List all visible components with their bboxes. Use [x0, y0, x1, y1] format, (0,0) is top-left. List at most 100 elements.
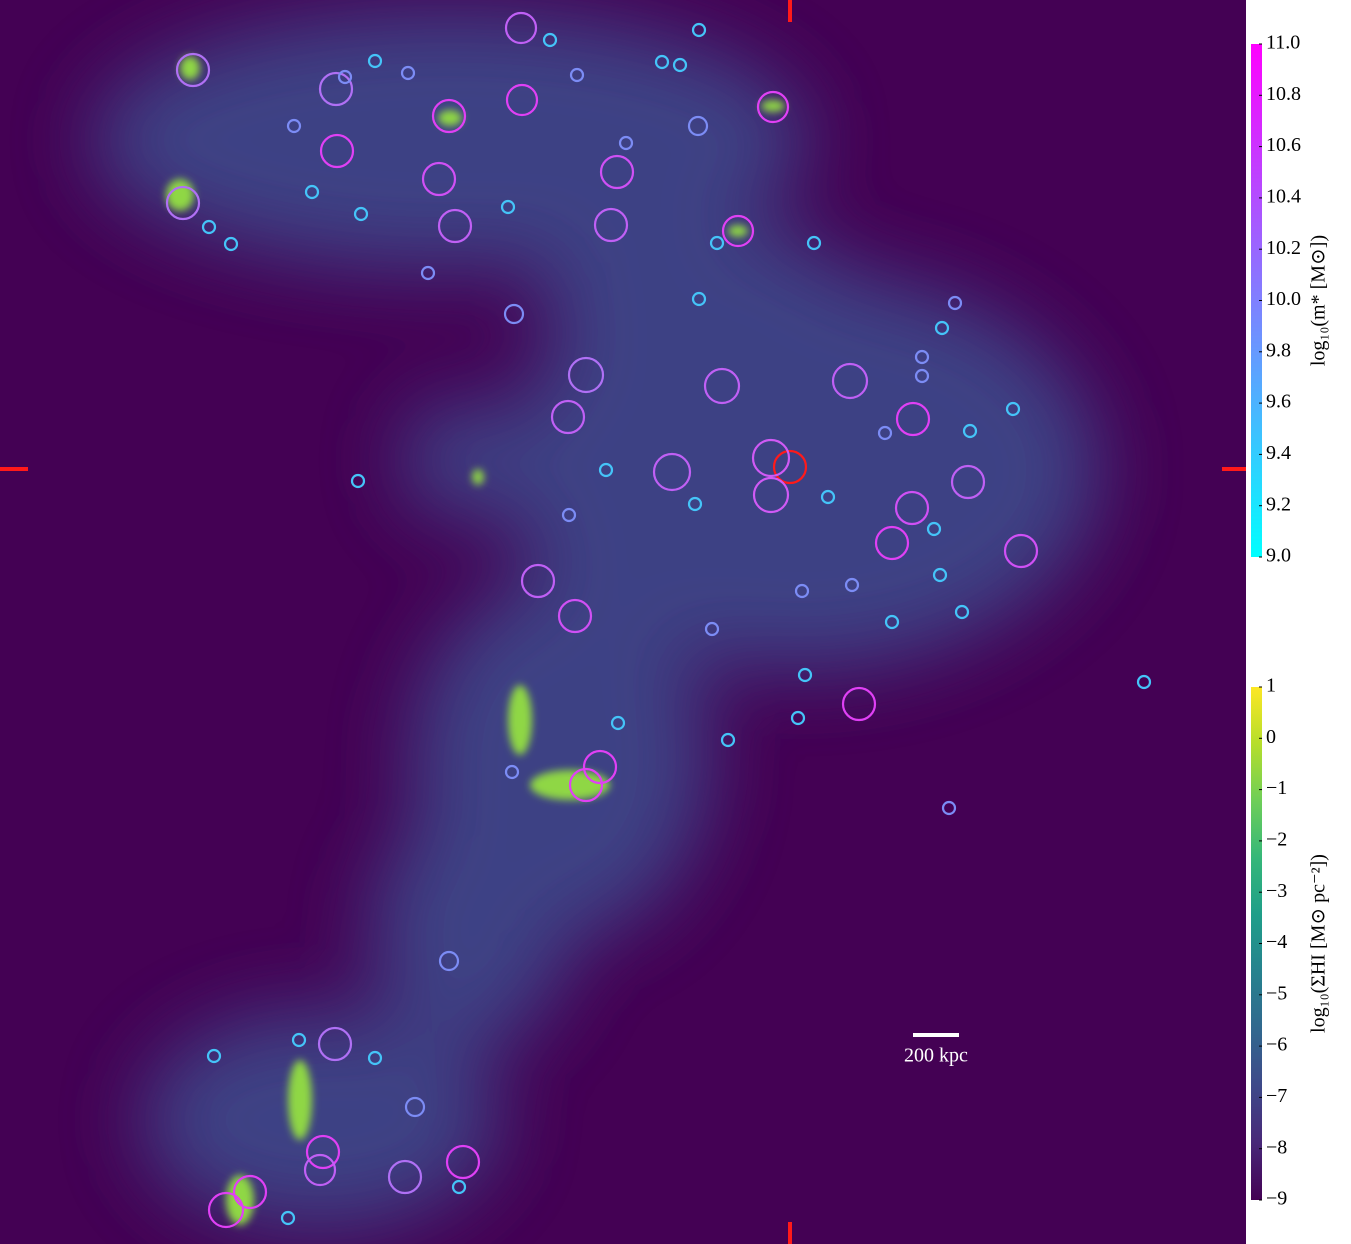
halo-marker [431, 98, 467, 134]
halo-marker [445, 1144, 481, 1180]
halo-marker [914, 349, 930, 365]
halo-marker [790, 710, 806, 726]
gas-distribution [90, 10, 1100, 1230]
halo-marker [420, 265, 436, 281]
colorbar-tick-label: 10.8 [1266, 83, 1301, 105]
halo-marker [337, 69, 353, 85]
colorbar-tick-label: 11.0 [1266, 32, 1300, 54]
colorbar-tick-label: 9.0 [1266, 545, 1291, 567]
halo-marker [691, 22, 707, 38]
halo-marker [165, 185, 201, 221]
halo-marker [319, 133, 355, 169]
colorbar: 9.0 9.2 9.4 9.6 9.8 10.0 10.2 10.4 10.6 10.8 11.0 l… [1251, 32, 1330, 567]
halo-marker [772, 449, 808, 485]
colorbar-tick-label: 10.2 [1266, 237, 1301, 259]
halo-marker [520, 563, 556, 599]
colorbar-tick-label: 1 [1266, 675, 1276, 697]
colorbar-tick-label: −5 [1266, 982, 1287, 1004]
halo-marker [934, 320, 950, 336]
colorbar-gradient [1251, 687, 1262, 1200]
halo-marker [504, 11, 538, 45]
halo-marker [874, 525, 910, 561]
hi-clump [438, 110, 462, 126]
halo-marker [687, 115, 709, 137]
halo-marker [593, 207, 629, 243]
halo-marker [932, 567, 948, 583]
colorbar-tick-label: −2 [1266, 828, 1287, 850]
halo-marker [954, 604, 970, 620]
halo-marker [751, 438, 791, 478]
colorbar-tick-label: 9.4 [1266, 442, 1291, 464]
hi-clump [288, 1060, 312, 1140]
halo-marker [350, 473, 366, 489]
halo-marker [421, 161, 457, 197]
halo-marker [844, 577, 860, 593]
center-markers [0, 0, 1246, 1244]
halo-marker [318, 71, 354, 107]
halo-marker [303, 1153, 337, 1187]
halo-marker [201, 219, 217, 235]
halo-marker [504, 764, 520, 780]
halo-marker [895, 401, 931, 437]
halo-marker [894, 490, 930, 526]
hi-clump [508, 685, 532, 755]
halo-marker [721, 214, 755, 248]
scale-bar [913, 1033, 959, 1037]
halo-marker [367, 1050, 383, 1066]
halo-marker [503, 303, 525, 325]
halo-marker [806, 235, 822, 251]
halo-marker [505, 83, 539, 117]
halo-marker [797, 667, 813, 683]
halo-marker [950, 464, 986, 500]
halo-marker [691, 291, 707, 307]
halo-marker [557, 598, 593, 634]
halo-marker [561, 507, 577, 523]
colorbar-tick-label: 9.2 [1266, 493, 1291, 515]
halo-marker [962, 423, 978, 439]
halo-marker [704, 621, 720, 637]
halo-marker [599, 154, 635, 190]
colorbars: 9.0 9.2 9.4 9.6 9.8 10.0 10.2 10.4 10.6 10.8 11.0 l… [1251, 32, 1330, 1210]
hi-clump [761, 100, 785, 112]
halo-marker [1136, 674, 1152, 690]
colorbar-tick-label: −4 [1266, 931, 1287, 953]
halo-marker [756, 90, 790, 124]
colorbar-tick-label: 10.0 [1266, 288, 1301, 310]
colorbar-label: log₁₀(ΣHI [M⊙ pc⁻²]) [1308, 854, 1330, 1033]
halo-marker [672, 57, 688, 73]
halo-marker [582, 749, 618, 785]
halo-marker [451, 1179, 467, 1195]
halo-marker [794, 583, 810, 599]
halo-marker [400, 65, 416, 81]
halo-marker [500, 199, 516, 215]
halo-marker [752, 476, 790, 514]
colorbar-gradient [1251, 44, 1262, 557]
halo-marker [404, 1096, 426, 1118]
colorbar-tick-label: −9 [1266, 1188, 1287, 1210]
halo-marker [223, 236, 239, 252]
halo-marker [703, 367, 741, 405]
colorbar-tick-label: 9.8 [1266, 339, 1291, 361]
gas-region [400, 400, 520, 520]
halo-marker [206, 1048, 222, 1064]
halo-marker [831, 362, 869, 400]
halo-marker [550, 399, 586, 435]
colorbar-tick-label: −3 [1266, 880, 1287, 902]
halo-marker [175, 52, 211, 88]
halo-marker [652, 452, 692, 492]
colorbar-tick-label: 10.6 [1266, 134, 1301, 156]
halo-marker [841, 686, 877, 722]
halo-marker [687, 496, 703, 512]
colorbar-tick-label: −8 [1266, 1136, 1287, 1158]
halo-marker [353, 206, 369, 222]
scale-bar-label: 200 kpc [904, 1045, 968, 1067]
halo-marker [1003, 533, 1039, 569]
hi-clump [472, 469, 484, 485]
colorbar-tick-label: 10.4 [1266, 185, 1301, 207]
halo-marker [926, 521, 942, 537]
halo-marker [207, 1191, 245, 1229]
colorbar-tick-label: −7 [1266, 1085, 1287, 1107]
halo-marker [654, 54, 670, 70]
